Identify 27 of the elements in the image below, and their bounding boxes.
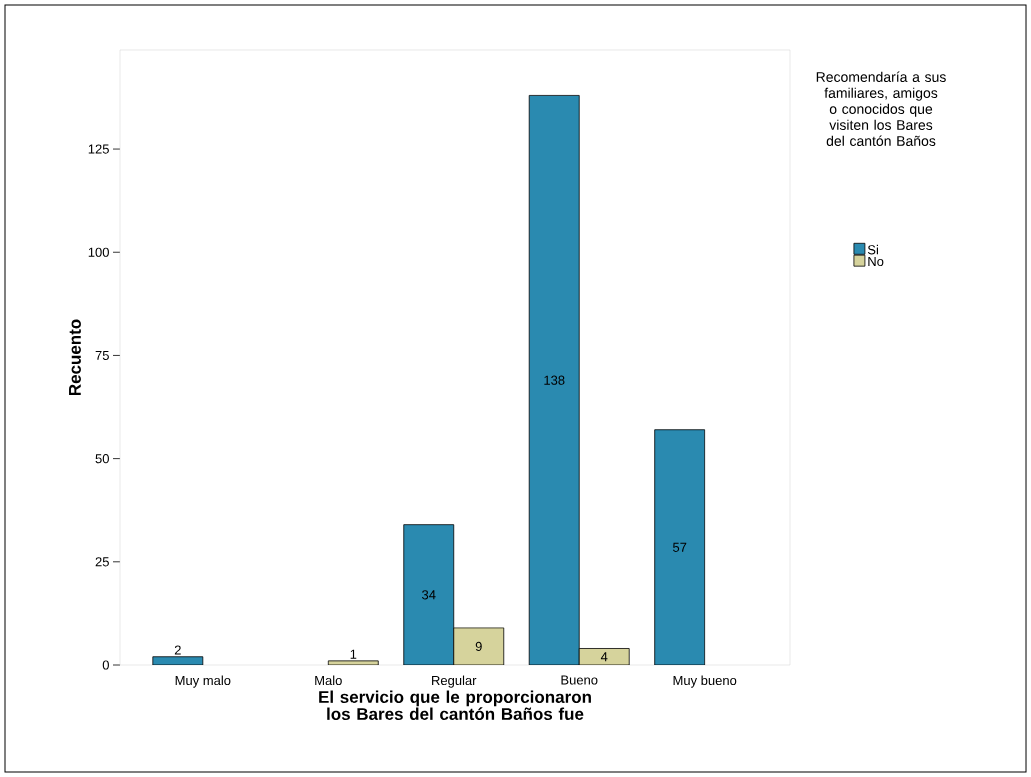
x-axis-title: El servicio que le proporcionaron los Bares del cantón Baños fue <box>319 690 591 721</box>
y-tick-label: 125 <box>88 144 109 154</box>
legend-title: Recomendaría a sus familiares, amigos o conocidos que visiten los Bares del cantón Baños <box>816 71 946 146</box>
legend-label: Si <box>867 244 878 255</box>
data-label: 138 <box>544 375 565 385</box>
data-label: 4 <box>600 652 608 662</box>
data-label: 2 <box>174 645 181 655</box>
data-label: 1 <box>350 649 357 659</box>
y-tick-label: 0 <box>102 660 109 670</box>
x-tick-label: Bueno <box>561 675 598 685</box>
data-label: 34 <box>422 590 436 600</box>
y-tick-label: 25 <box>95 557 109 567</box>
x-tick-label: Regular <box>432 675 477 688</box>
x-tick-label: Muy bueno <box>673 675 737 688</box>
y-tick-label: 100 <box>88 247 109 257</box>
x-tick-label: Malo <box>315 675 342 686</box>
data-label: 9 <box>475 641 482 652</box>
bar <box>654 429 706 665</box>
legend-label: No <box>868 256 884 267</box>
data-label: 57 <box>672 542 687 552</box>
y-tick-label: 50 <box>95 454 109 464</box>
y-axis-title: Recuento <box>69 319 81 396</box>
bar <box>528 95 580 665</box>
bar <box>453 627 505 665</box>
y-tick-label: 75 <box>95 350 109 360</box>
x-tick-label: Muy malo <box>175 675 231 688</box>
bar <box>403 524 455 665</box>
